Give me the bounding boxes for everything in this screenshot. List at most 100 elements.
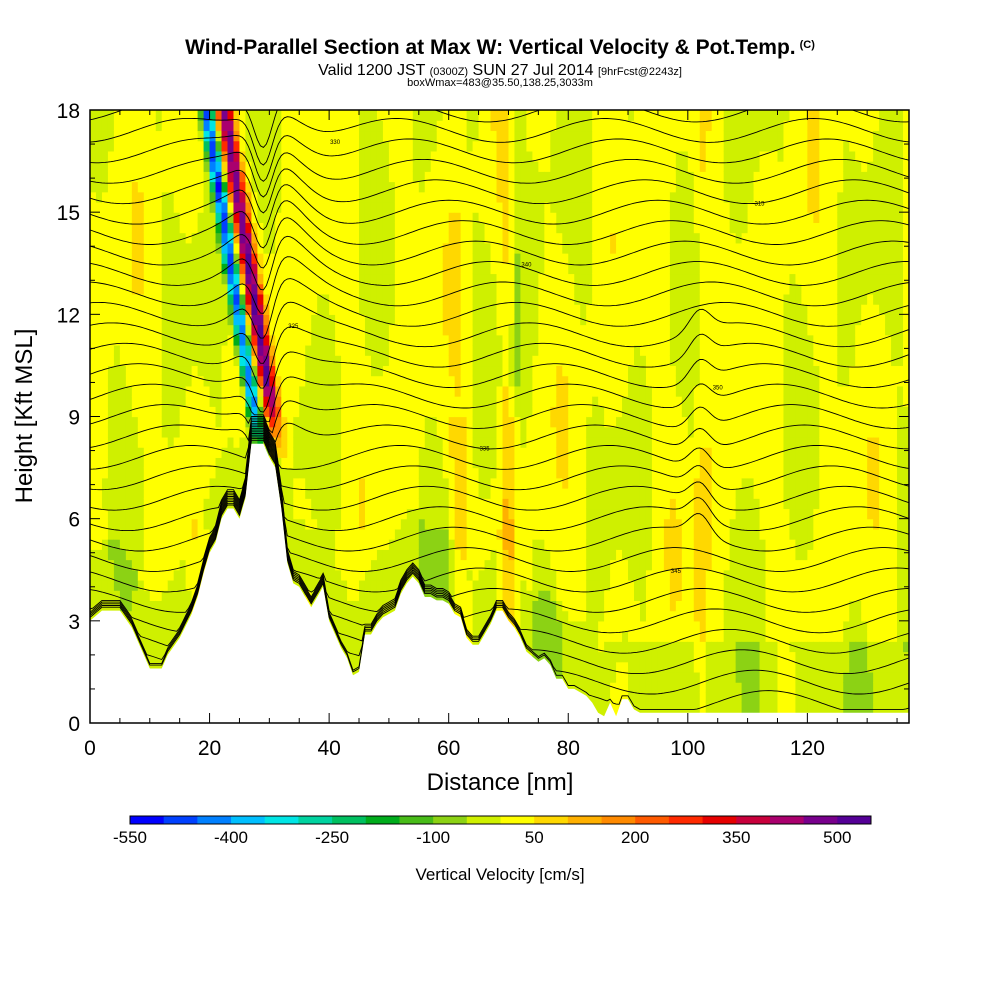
field-cell [227,406,235,418]
field-cell [466,600,474,612]
field-cell [556,518,563,530]
field-cell [514,334,522,346]
field-cell [227,396,235,407]
field-cell [514,222,522,234]
field-cell [119,518,127,530]
field-cell [544,314,551,326]
field-cell [185,549,193,561]
field-cell [317,344,324,356]
field-cell [335,620,342,632]
field-cell [161,447,169,458]
field-cell [418,447,426,458]
field-cell [574,375,581,387]
field-cell [179,293,187,305]
field-cell [580,600,587,612]
field-cell [406,528,414,540]
field-cell [580,344,587,356]
field-cell [179,610,187,622]
field-cell [90,140,97,152]
field-cell [95,518,103,530]
field-cell [90,150,97,162]
field-cell [580,610,587,622]
field-cell [406,293,414,305]
field-cell [119,242,127,254]
field-cell [430,396,438,407]
field-cell [562,304,569,315]
field-cell [454,314,462,326]
field-cell [406,273,414,285]
field-cell [341,539,348,550]
field-cell [370,201,378,213]
field-cell [430,488,438,499]
field-cell [119,569,127,581]
field-cell [424,385,432,397]
field-cell [436,355,444,367]
field-cell [245,201,253,213]
field-cell [143,447,151,458]
field-cell [359,120,366,132]
field-cell [472,518,480,530]
field-cell [436,344,444,356]
field-cell [448,191,456,203]
field-cell [131,201,139,213]
field-cell [454,467,462,479]
field-cell [496,355,504,367]
field-cell [335,539,342,550]
field-cell [364,569,372,581]
field-cell [185,263,193,275]
field-cell [329,579,336,591]
field-cell [251,222,258,234]
field-cell [191,140,199,152]
field-cell [353,150,360,162]
field-cell [550,631,557,642]
field-cell [101,467,109,479]
field-cell [418,324,426,336]
field-cell [526,600,533,612]
field-cell [466,324,474,336]
field-cell [209,263,217,275]
field-cell [131,467,139,479]
field-cell [550,508,557,520]
field-cell [406,110,414,121]
field-cell [149,222,157,234]
field-cell [101,324,109,336]
field-cell [568,518,575,530]
field-cell [508,120,516,132]
field-cell [556,191,563,203]
field-cell [221,120,229,132]
field-cell [376,232,384,244]
field-cell [538,416,545,428]
field-cell [448,549,456,561]
field-cell [251,293,258,305]
field-cell [143,232,151,244]
field-cell [239,140,247,152]
field-cell [131,559,139,571]
field-cell [364,457,372,469]
field-cell [155,273,163,285]
field-cell [173,253,181,264]
field-cell [580,579,587,591]
field-cell [544,406,551,418]
field-cell [143,181,151,193]
field-cell [233,467,241,479]
field-cell [281,355,288,367]
field-cell [418,355,426,367]
field-cell [191,365,199,377]
field-cell [125,518,133,530]
field-cell [370,253,378,264]
field-cell [203,518,211,530]
field-cell [167,181,175,193]
field-cell [508,600,516,612]
field-cell [526,253,533,264]
field-cell [400,396,408,407]
field-cell [490,569,498,581]
field-cell [376,273,384,285]
field-cell [472,161,480,172]
field-cell [454,171,462,183]
field-cell [185,344,193,356]
field-cell [287,150,294,162]
field-cell [442,467,450,479]
field-cell [131,396,139,407]
field-cell [269,375,276,387]
